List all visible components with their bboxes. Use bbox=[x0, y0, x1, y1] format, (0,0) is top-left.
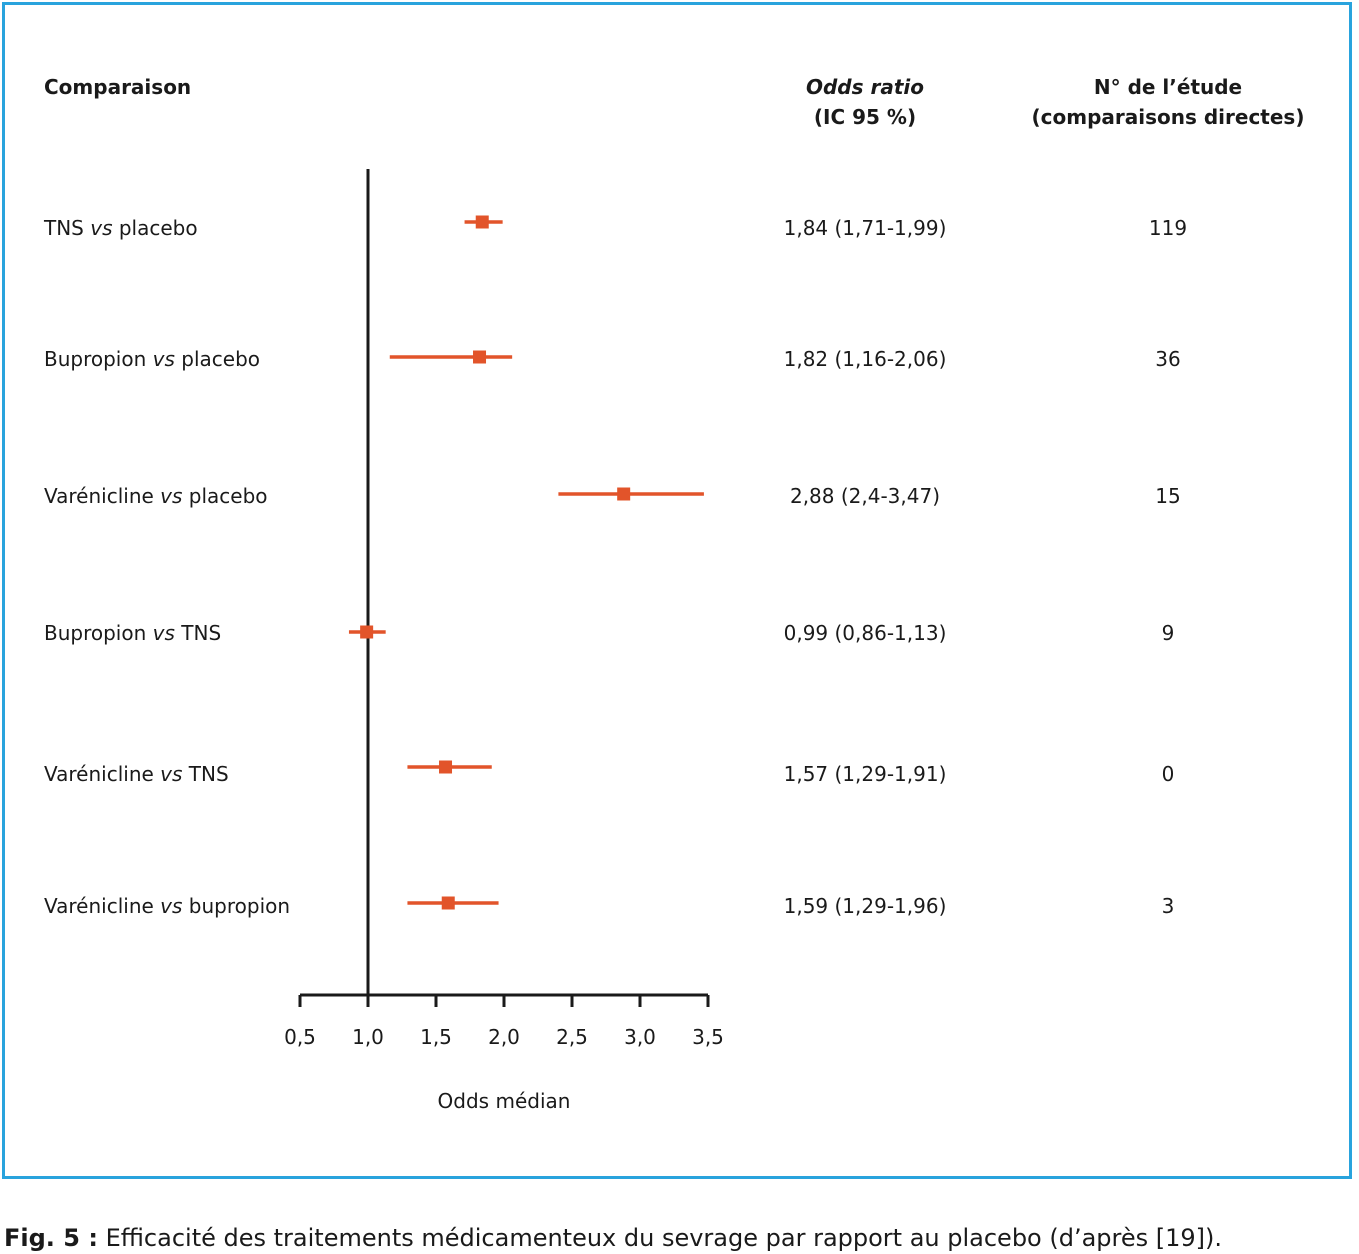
point-estimate bbox=[475, 215, 489, 229]
x-tick-label: 0,5 bbox=[284, 1025, 316, 1049]
figure-caption: Fig. 5 : Efficacité des traitements médi… bbox=[4, 1222, 1222, 1254]
row-study-count: 15 bbox=[1155, 484, 1181, 508]
caption-text: Efficacité des traitements médicamenteux… bbox=[97, 1224, 1223, 1252]
x-tick-label: 3,5 bbox=[692, 1025, 724, 1049]
x-tick-label: 3,0 bbox=[624, 1025, 656, 1049]
point-estimate bbox=[441, 896, 455, 910]
caption-prefix: Fig. 5 : bbox=[4, 1224, 98, 1252]
header-comparison: Comparaison bbox=[44, 75, 192, 99]
point-estimate bbox=[360, 625, 374, 639]
row-label: Bupropion vs placebo bbox=[44, 347, 261, 371]
row-study-count: 0 bbox=[1161, 762, 1175, 786]
row-odds-ratio: 0,99 (0,86-1,13) bbox=[783, 621, 947, 645]
row-odds-ratio: 2,88 (2,4-3,47) bbox=[789, 484, 941, 508]
row-study-count: 9 bbox=[1161, 621, 1175, 645]
header-odds-ratio-line2: (IC 95 %) bbox=[813, 105, 917, 129]
row-odds-ratio: 1,84 (1,71-1,99) bbox=[783, 216, 947, 240]
header-study-count-line2: (comparaisons directes) bbox=[1031, 105, 1305, 129]
row-label: Bupropion vs TNS bbox=[44, 621, 222, 645]
row-study-count: 36 bbox=[1155, 347, 1181, 371]
x-tick-label: 2,5 bbox=[556, 1025, 588, 1049]
header-odds-ratio-line1: Odds ratio bbox=[805, 75, 925, 99]
row-odds-ratio: 1,82 (1,16-2,06) bbox=[783, 347, 947, 371]
row-study-count: 3 bbox=[1161, 894, 1175, 918]
row-label: Varénicline vs bupropion bbox=[44, 894, 291, 918]
row-odds-ratio: 1,57 (1,29-1,91) bbox=[783, 762, 947, 786]
x-tick-label: 2,0 bbox=[488, 1025, 520, 1049]
point-estimate bbox=[473, 350, 487, 364]
x-axis-title: Odds médian bbox=[438, 1089, 571, 1113]
x-tick-label: 1,5 bbox=[420, 1025, 452, 1049]
row-study-count: 119 bbox=[1148, 216, 1188, 240]
row-label: TNS vs placebo bbox=[44, 216, 198, 240]
header-odds-ratio: Odds ratio (IC 95 %) bbox=[765, 72, 965, 132]
row-label: Varénicline vs placebo bbox=[44, 484, 268, 508]
header-study-count: N° de l’étude (comparaisons directes) bbox=[1018, 72, 1318, 132]
figure-frame bbox=[2, 2, 1352, 1179]
point-estimate bbox=[439, 760, 453, 774]
point-estimate bbox=[617, 487, 631, 501]
row-odds-ratio: 1,59 (1,29-1,96) bbox=[783, 894, 947, 918]
header-study-count-line1: N° de l’étude bbox=[1093, 75, 1243, 99]
x-tick-label: 1,0 bbox=[352, 1025, 384, 1049]
row-label: Varénicline vs TNS bbox=[44, 762, 229, 786]
